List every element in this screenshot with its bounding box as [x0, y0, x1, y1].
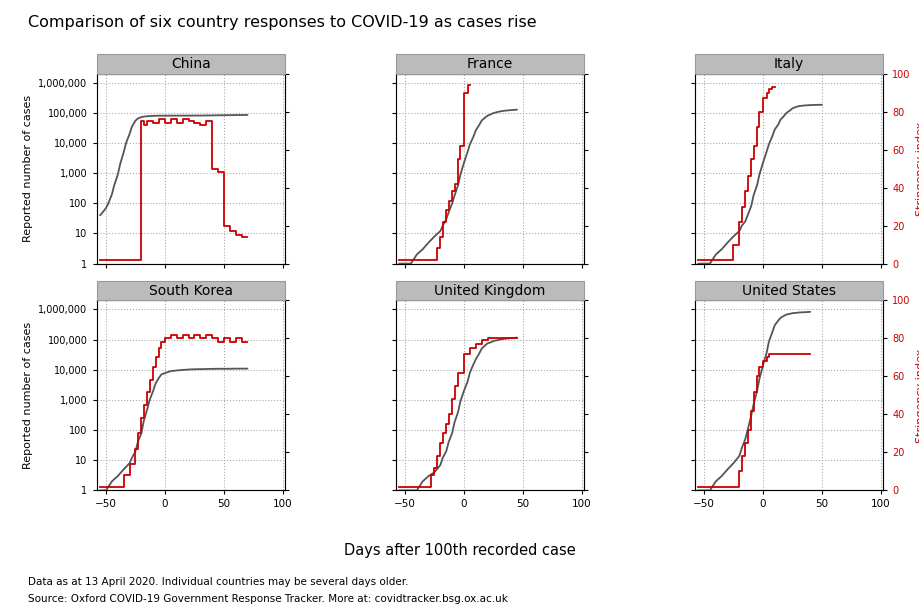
Text: South Korea: South Korea [149, 284, 233, 297]
Text: Italy: Italy [773, 57, 803, 70]
Text: Source: Oxford COVID-19 Government Response Tracker. More at: covidtracker.bsg.o: Source: Oxford COVID-19 Government Respo… [28, 594, 507, 604]
Text: Data as at 13 April 2020. Individual countries may be several days older.: Data as at 13 April 2020. Individual cou… [28, 577, 408, 587]
Y-axis label: Stringency index: Stringency index [915, 121, 919, 216]
Text: Comparison of six country responses to COVID-19 as cases rise: Comparison of six country responses to C… [28, 15, 536, 30]
Y-axis label: Reported number of cases: Reported number of cases [23, 95, 33, 242]
Y-axis label: Stringency index: Stringency index [915, 348, 919, 443]
Text: United States: United States [741, 284, 835, 297]
Text: China: China [171, 57, 210, 70]
Text: Days after 100th recorded case: Days after 100th recorded case [344, 543, 575, 557]
Y-axis label: Reported number of cases: Reported number of cases [23, 322, 33, 469]
Text: France: France [466, 57, 513, 70]
Text: United Kingdom: United Kingdom [434, 284, 545, 297]
